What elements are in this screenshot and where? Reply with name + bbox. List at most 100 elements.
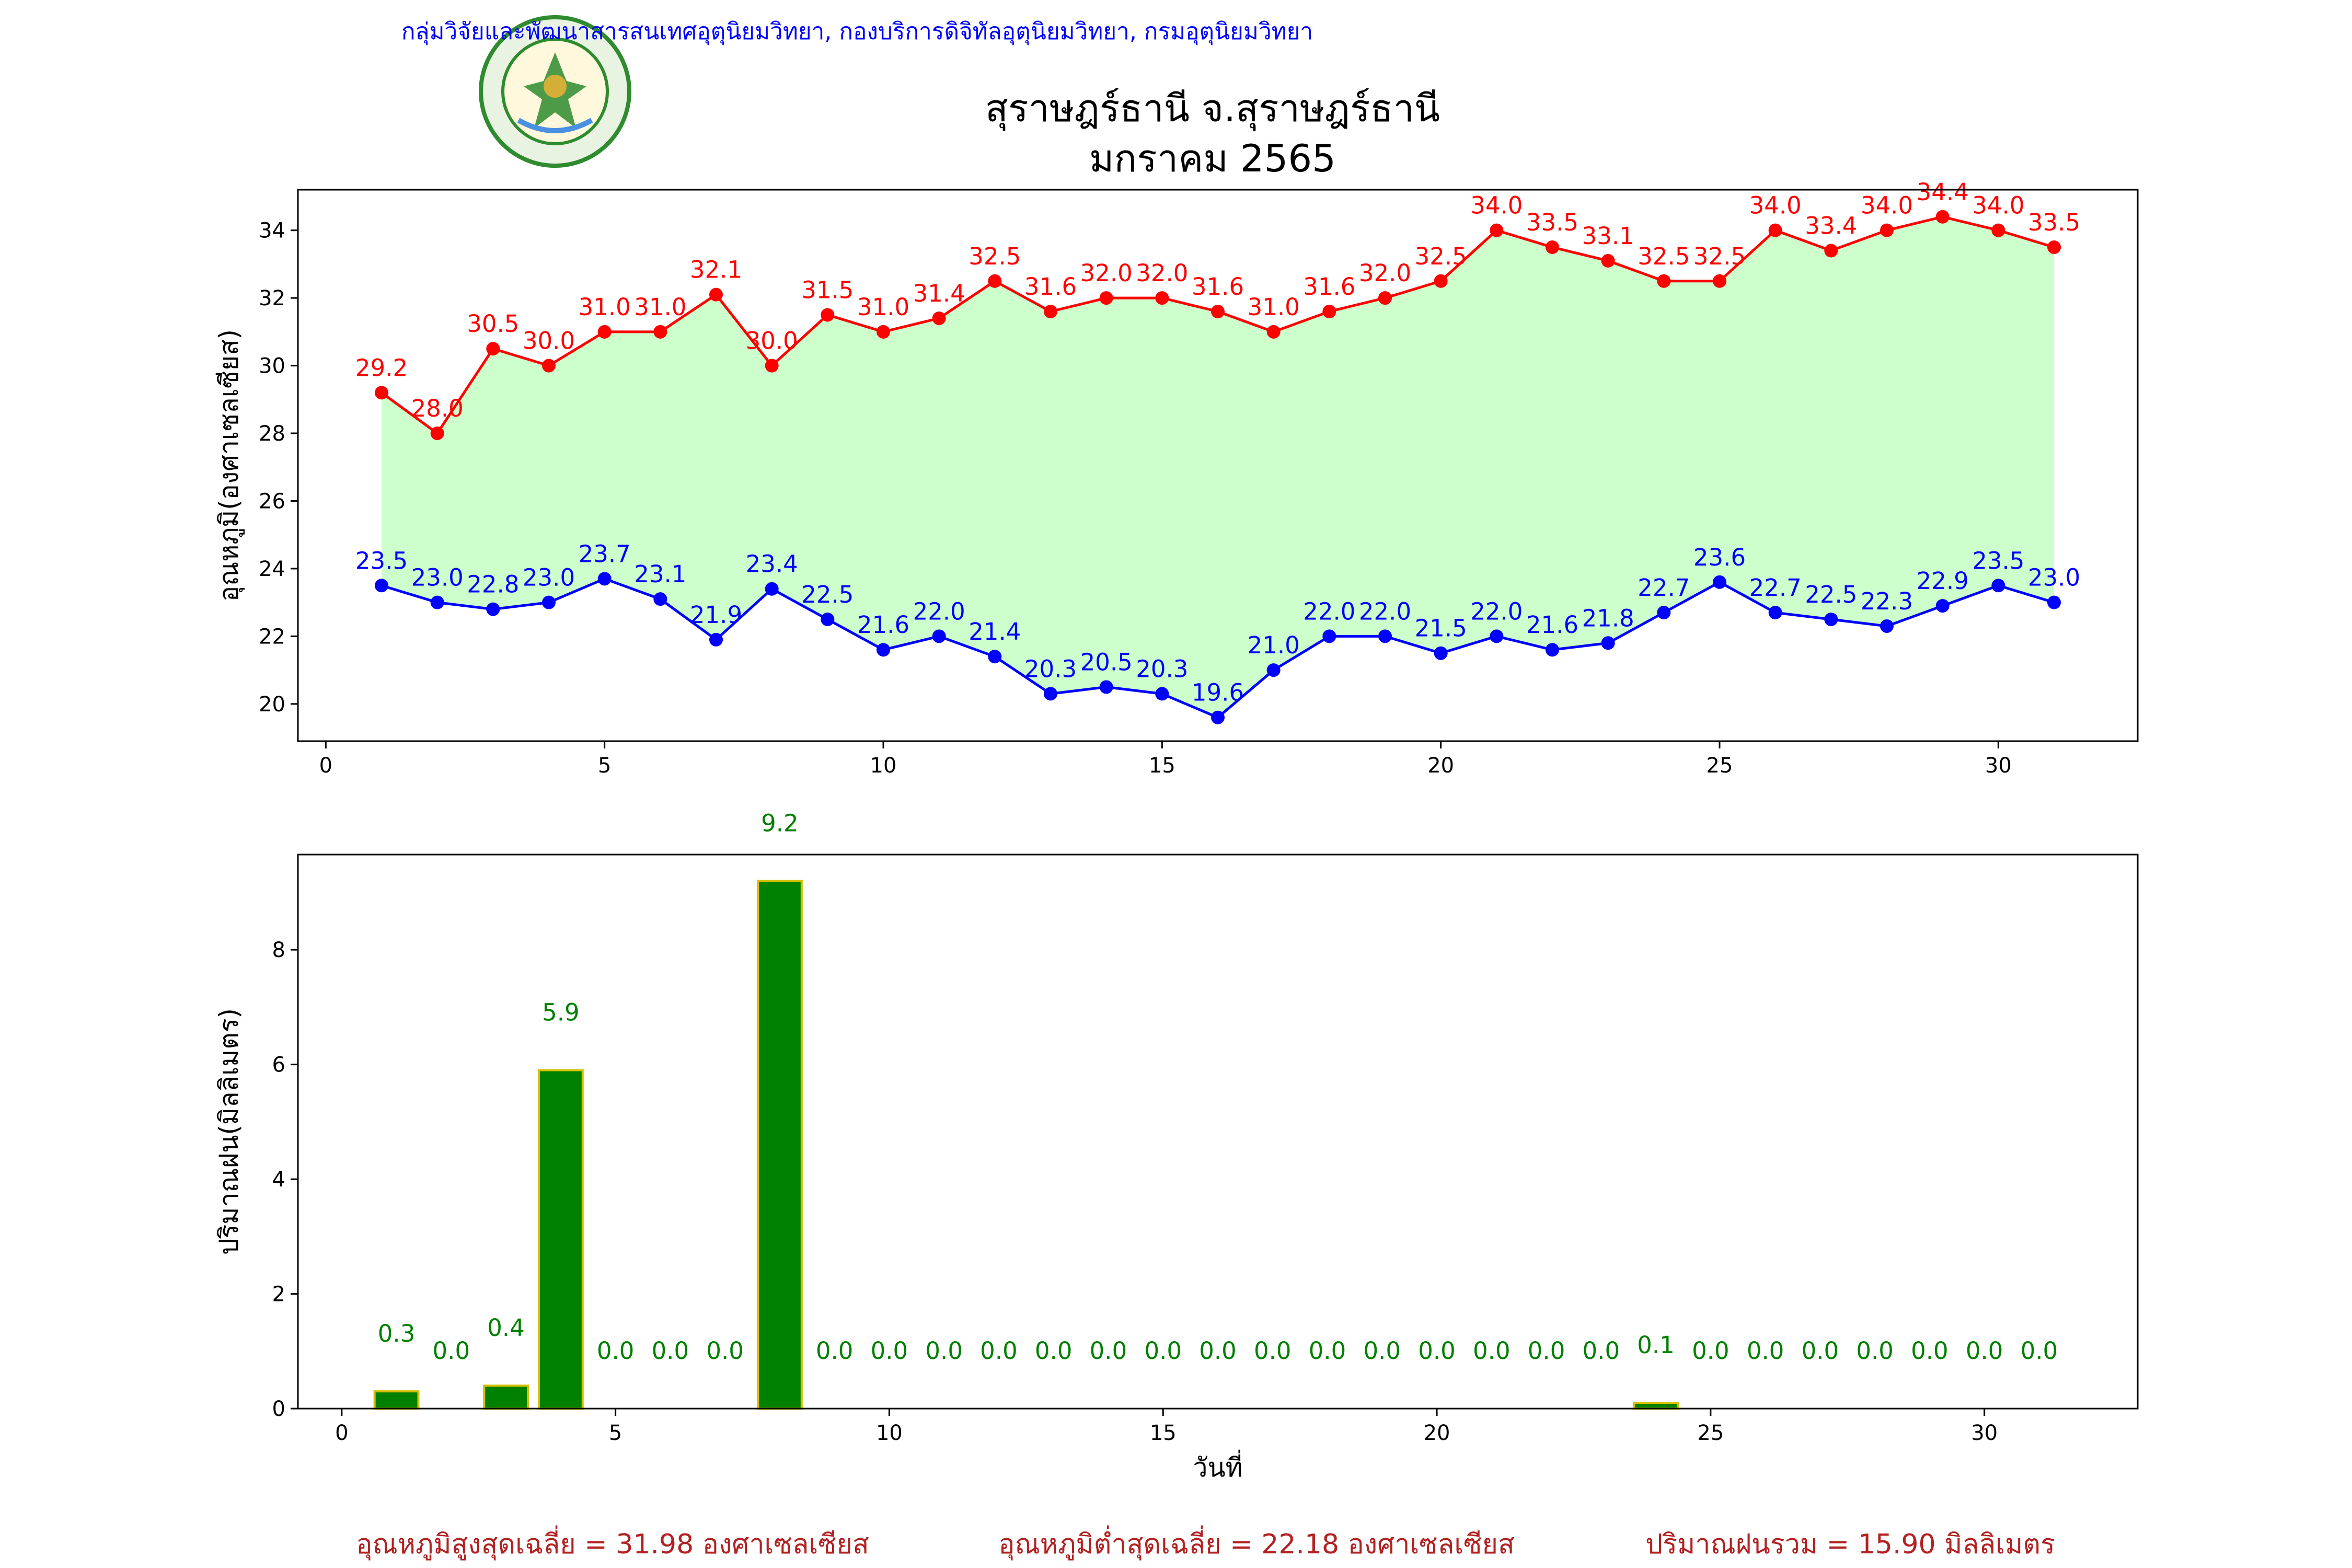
rainfall-label: 0.0 [1363, 1337, 1401, 1365]
max-temperature-label: 30.0 [746, 327, 798, 355]
temperature-x-tick-label: 0 [319, 754, 332, 778]
max-temperature-point [1657, 274, 1671, 288]
max-temperature-label: 31.0 [579, 293, 631, 321]
temperature-plot-frame [297, 189, 2139, 742]
min-temperature-point [1266, 663, 1281, 677]
max-temperature-point [1880, 223, 1894, 237]
max-temperature-label: 32.5 [1415, 243, 1467, 270]
min-temperature-label: 21.6 [857, 611, 909, 639]
max-temperature-point [988, 274, 1002, 288]
min-temperature-point [1713, 575, 1726, 589]
max-temperature-point [2047, 240, 2061, 255]
min-temperature-label: 23.1 [634, 560, 686, 588]
max-temperature-point [877, 325, 890, 339]
max-temperature-label: 31.0 [634, 293, 686, 321]
max-temperature-label: 33.5 [1526, 209, 1578, 236]
min-temperature-point [1378, 629, 1392, 643]
min-temperature-point [375, 579, 388, 593]
max-temperature-point [375, 386, 388, 400]
min-temperature-label: 23.5 [1972, 547, 2024, 574]
min-temperature-point [1490, 629, 1504, 643]
min-temperature-point [877, 643, 890, 657]
max-temperature-point [1991, 223, 2005, 237]
max-temperature-label: 31.6 [1024, 273, 1077, 301]
max-temperature-point [932, 311, 946, 325]
rainfall-label: 0.0 [1254, 1337, 1292, 1365]
min-temperature-point [1935, 599, 1950, 613]
rainfall-label: 0.0 [1583, 1337, 1620, 1365]
agency-line: กลุ่มวิจัยและพัฒนาสารสนเทศอุตุนิยมวิทยา,… [401, 18, 1313, 45]
max-temperature-point [765, 359, 779, 373]
temperature-x-tick-label: 20 [1427, 754, 1454, 778]
rainfall-bar [1633, 1402, 1679, 1410]
min-temperature-label: 23.4 [746, 550, 798, 578]
rainfall-x-tick-label: 15 [1150, 1421, 1177, 1445]
max-temperature-point [1713, 274, 1726, 288]
rainfall-label: 5.9 [542, 999, 580, 1027]
rainfall-label: 0.0 [1418, 1337, 1456, 1365]
min-temperature-label: 23.5 [355, 547, 408, 574]
max-temperature-point [1099, 291, 1113, 305]
min-temperature-point [1099, 680, 1113, 694]
min-temperature-label: 20.5 [1080, 648, 1133, 676]
temperature-y-tick-label: 24 [259, 557, 285, 581]
min-temperature-point [1768, 606, 1782, 620]
max-temperature-label: 34.4 [1917, 178, 1969, 206]
min-temperature-label: 20.3 [1136, 655, 1188, 683]
min-temperature-point [932, 629, 946, 643]
max-temperature-label: 30.5 [467, 310, 519, 338]
rainfall-x-axis-label: วันที่ [1193, 1450, 1242, 1483]
rainfall-label: 0.0 [433, 1337, 470, 1365]
rainfall-bar [373, 1390, 420, 1410]
max-temperature-point [1546, 240, 1559, 255]
max-temperature-label: 34.0 [1749, 192, 1802, 220]
min-temperature-label: 21.0 [1248, 631, 1300, 659]
max-temperature-point [1211, 305, 1225, 319]
min-temperature-label: 23.0 [411, 564, 464, 592]
summary-total-rain: ปริมาณฝนรวม = 15.90 มิลลิเมตร [1645, 1529, 2055, 1560]
summary-avg-min: อุณหภูมิต่ำสุดเฉลี่ย = 22.18 องศาเซลเซีย… [998, 1525, 1514, 1561]
rainfall-x-tick-label: 5 [609, 1421, 622, 1445]
min-temperature-point [597, 572, 612, 586]
max-temperature-label: 32.1 [690, 256, 742, 284]
max-temperature-label: 32.0 [1080, 259, 1133, 287]
max-temperature-label: 31.6 [1192, 273, 1244, 301]
rainfall-x-tick-label: 10 [876, 1421, 903, 1445]
max-temperature-point [1044, 305, 1057, 319]
rainfall-label: 9.2 [761, 809, 799, 837]
min-temperature-label: 22.5 [801, 581, 854, 608]
max-temperature-point [709, 287, 723, 302]
min-temperature-point [988, 650, 1002, 664]
rainfall-label: 0.0 [1199, 1337, 1237, 1365]
temperature-y-tick-label: 32 [259, 286, 285, 310]
min-temperature-point [1991, 579, 2005, 593]
max-temperature-point [1935, 210, 1950, 224]
min-temperature-label: 22.0 [1303, 597, 1355, 625]
chart-title-location: สุราษฎร์ธานี จ.สุราษฎร์ธานี [985, 86, 1440, 131]
rainfall-x-tick-label: 25 [1697, 1421, 1724, 1445]
min-temperature-label: 19.6 [1192, 679, 1244, 707]
chart-title-month: มกราคม 2565 [1089, 136, 1336, 180]
temperature-y-tick-label: 26 [259, 489, 285, 513]
rainfall-label: 0.1 [1637, 1331, 1675, 1359]
max-temperature-point [821, 308, 835, 322]
max-temperature-label: 31.4 [913, 280, 965, 307]
rainfall-label: 0.0 [1144, 1337, 1182, 1365]
min-temperature-label: 22.5 [1805, 581, 1857, 608]
max-temperature-point [1434, 274, 1448, 288]
rainfall-chart: 0.3 0.0 0.4 5.9 0.0 0.0 0.0 9.2 0.0 0.0 0.0 0.0 0.0 0… [214, 809, 2139, 1483]
rainfall-label: 0.0 [871, 1337, 908, 1365]
rainfall-label: 0.0 [1966, 1337, 2003, 1365]
min-temperature-point [1044, 687, 1057, 701]
temperature-y-tick-label: 22 [259, 625, 285, 649]
temperature-y-tick-label: 30 [259, 354, 285, 378]
rainfall-label: 0.0 [925, 1337, 963, 1365]
max-temperature-label: 30.0 [523, 327, 575, 355]
min-temperature-label: 22.0 [1470, 597, 1523, 625]
rainfall-label: 0.0 [1473, 1337, 1511, 1365]
max-temperature-label: 31.0 [1248, 293, 1300, 321]
rainfall-label: 0.0 [1090, 1337, 1127, 1365]
rainfall-plot-frame [297, 854, 2139, 1410]
temperature-x-tick-label: 25 [1707, 754, 1733, 778]
max-temperature-label: 32.5 [1693, 243, 1746, 270]
